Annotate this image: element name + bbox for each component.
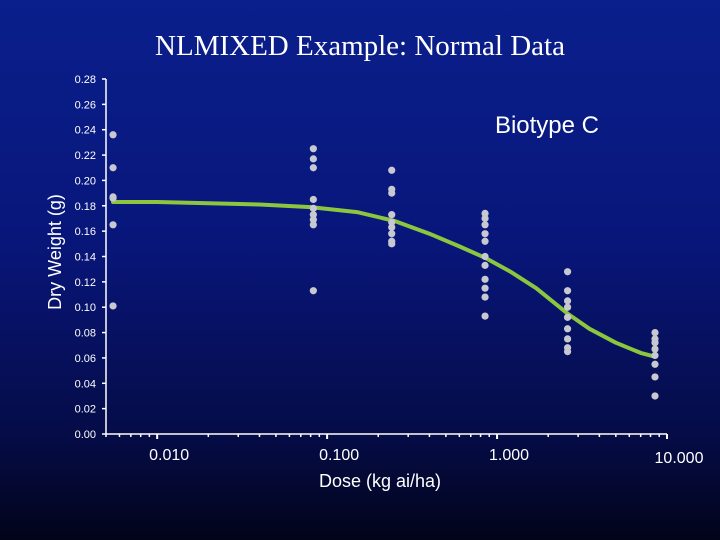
data-point [651,360,659,368]
chart-title: NLMIXED Example: Normal Data [155,30,565,62]
fitted-curve [111,200,657,359]
data-point [481,284,489,292]
data-point [109,221,117,229]
x-tick-label: 10.000 [655,450,704,467]
data-point [563,287,572,295]
y-tick-label: 0.24 [75,125,96,137]
x-tick-label: 0.100 [319,447,359,464]
y-axis-ticks: 0.00 0.02 0.04 0.06 0.08 0.10 0.12 0.14 0.16 0.18… [75,74,106,441]
y-tick-label: 0.16 [75,226,96,238]
y-tick-label: 0.28 [75,74,96,86]
data-point [388,230,396,238]
data-points-layer [109,131,659,400]
data-point [481,221,489,229]
data-point [309,145,317,153]
x-tick-label: 0.010 [149,447,189,464]
x-tick-label: 1.000 [489,447,529,464]
y-tick-label: 0.12 [75,277,96,289]
y-tick-label: 0.14 [75,252,96,264]
data-point [109,302,117,310]
data-point [651,328,659,337]
data-point [309,164,317,172]
data-point [563,325,572,333]
data-point [309,287,317,295]
data-point [481,209,489,217]
data-point [563,268,572,276]
data-point [388,240,396,248]
data-point [309,211,317,219]
y-axis-label: Dry Weight (g) [45,194,65,310]
data-point [651,373,659,381]
y-tick-label: 0.20 [75,175,96,187]
biotype-annotation: Biotype C [495,112,599,139]
y-tick-label: 0.00 [75,429,96,441]
data-point [563,313,572,321]
y-tick-label: 0.06 [75,353,96,365]
data-point [651,339,659,347]
data-point [109,164,117,172]
data-point [388,189,396,197]
data-point [309,204,317,212]
data-point [481,230,489,238]
y-tick-label: 0.08 [75,328,96,340]
fit-curve-layer [111,200,657,359]
data-point [388,223,396,231]
data-point [309,221,317,229]
data-point [481,293,489,301]
data-point [481,252,489,261]
y-tick-label: 0.10 [75,302,96,314]
data-point [388,218,396,226]
x-axis-label: Dose (kg ai/ha) [319,471,441,491]
data-point [309,155,317,163]
data-point [309,216,317,224]
y-tick-label: 0.02 [75,404,96,416]
data-point [481,237,489,245]
data-point [109,131,117,139]
data-point [651,392,659,400]
data-point [388,166,396,174]
x-axis-ticks: 0.010 0.100 1.000 10.000 [105,434,704,467]
data-point [481,261,489,269]
y-tick-label: 0.04 [75,378,96,390]
y-tick-label: 0.22 [75,150,96,162]
data-point [563,297,572,305]
data-point [563,335,572,343]
data-point [109,194,117,202]
data-point [388,211,396,219]
data-point [309,195,317,204]
data-point [563,303,572,311]
data-point [481,214,489,223]
data-point [651,351,659,359]
data-point [563,347,572,356]
data-point [651,345,659,353]
y-tick-label: 0.26 [75,99,96,111]
data-point [481,275,489,283]
data-point [481,312,489,320]
y-tick-label: 0.18 [75,201,96,213]
